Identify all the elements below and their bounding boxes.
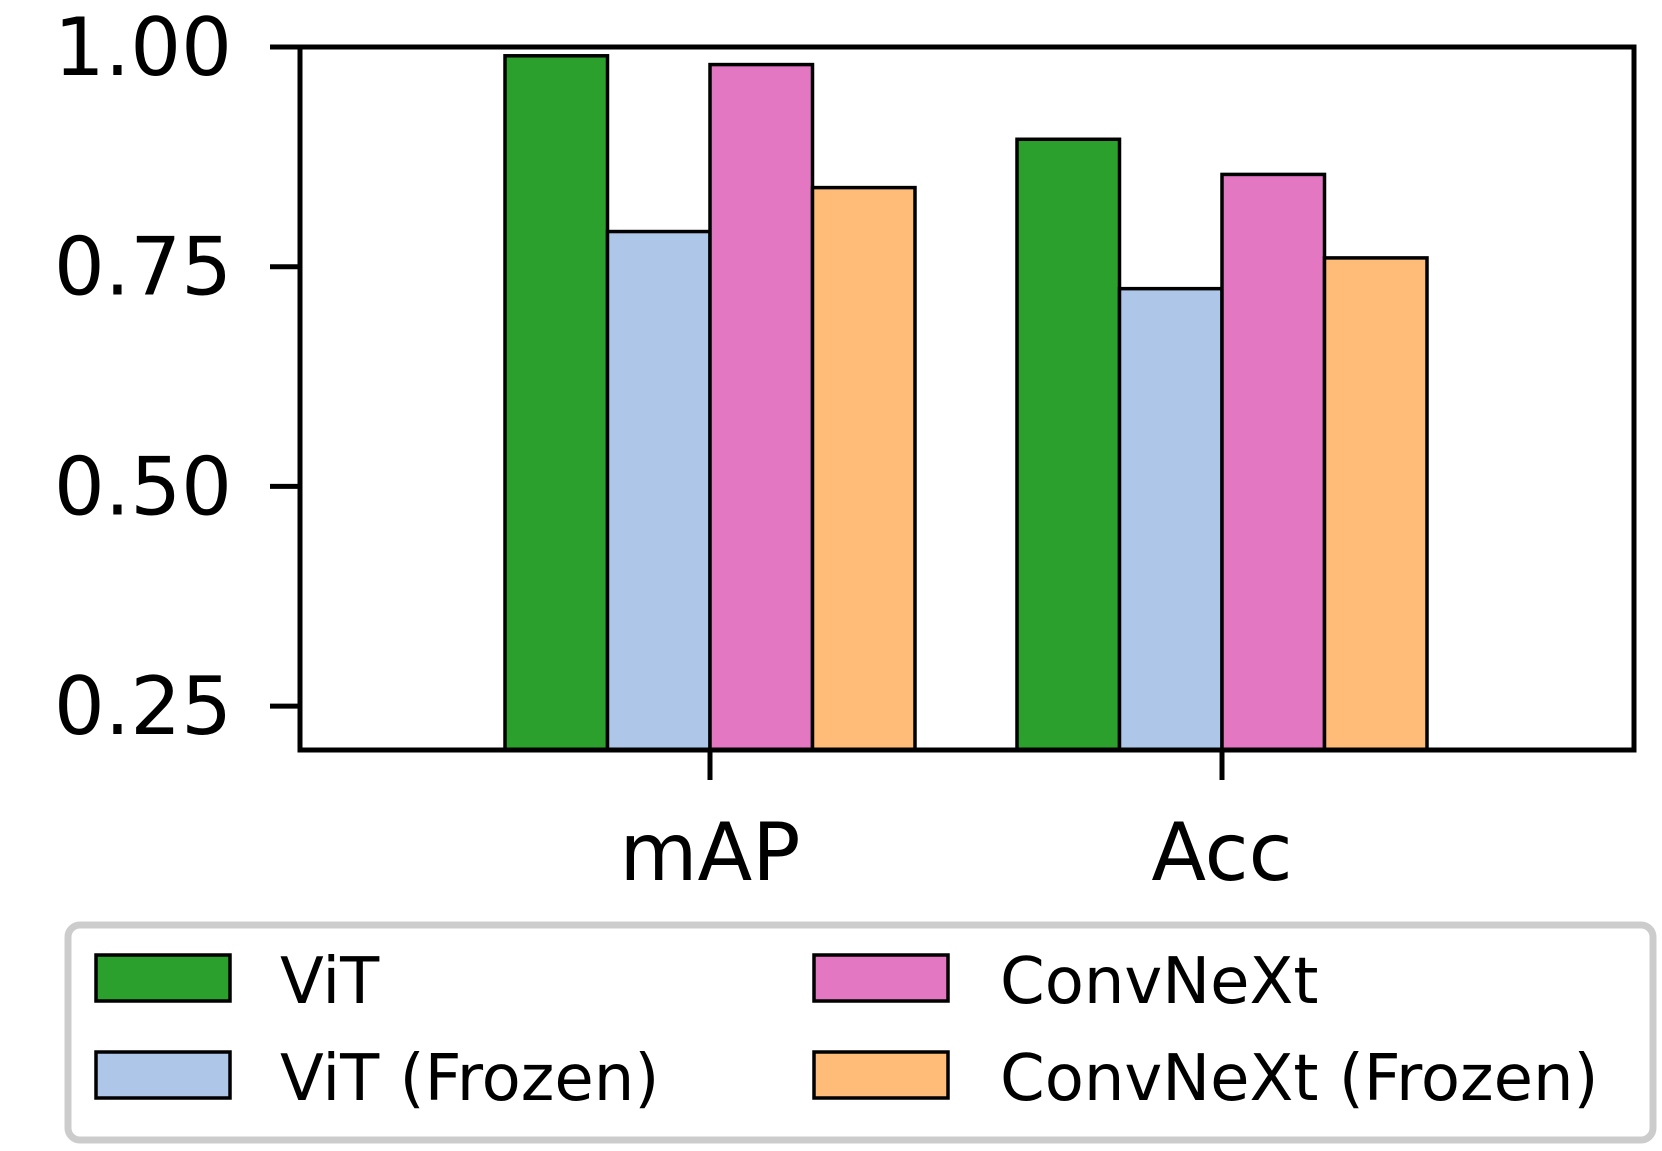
x-tick-label-acc: Acc bbox=[1151, 806, 1292, 899]
legend-frame bbox=[64, 921, 1657, 1144]
legend-swatch bbox=[812, 953, 950, 1003]
plot-frame bbox=[297, 44, 1637, 753]
y-axis: 0.25 0.50 0.75 1.00 bbox=[54, 1, 300, 753]
x-tick-label-map: mAP bbox=[620, 806, 801, 899]
legend-label: ViT bbox=[280, 945, 380, 1019]
legend-label: ConvNeXt (Frozen) bbox=[1000, 1042, 1599, 1116]
legend: ViT ViT (Frozen) ConvNeXt ConvNeXt (Frozen) bbox=[64, 921, 1657, 1144]
y-tick-label: 0.50 bbox=[54, 440, 232, 533]
bar-convnext-acc bbox=[1220, 172, 1327, 752]
legend-swatch bbox=[94, 953, 232, 1003]
legend-swatch bbox=[94, 1050, 232, 1100]
bar-vit-acc bbox=[1015, 137, 1122, 752]
bar-convnext-map bbox=[708, 62, 815, 752]
y-tick-label: 0.75 bbox=[54, 221, 232, 314]
legend-label: ViT (Frozen) bbox=[280, 1042, 659, 1116]
y-tick-label: 0.25 bbox=[54, 660, 232, 753]
bar-vit-frozen-map bbox=[605, 229, 712, 752]
y-tick-label: 1.00 bbox=[54, 1, 232, 94]
legend-label: ConvNeXt bbox=[1000, 945, 1318, 1019]
bar-convnext-frozen-map bbox=[810, 185, 917, 752]
bar-vit-map bbox=[503, 54, 610, 752]
x-axis: mAP Acc bbox=[620, 750, 1293, 899]
legend-swatch bbox=[812, 1050, 950, 1100]
bar-vit-frozen-acc bbox=[1117, 286, 1224, 752]
bar-convnext-frozen-acc bbox=[1322, 256, 1429, 752]
bars-group bbox=[503, 54, 1429, 752]
